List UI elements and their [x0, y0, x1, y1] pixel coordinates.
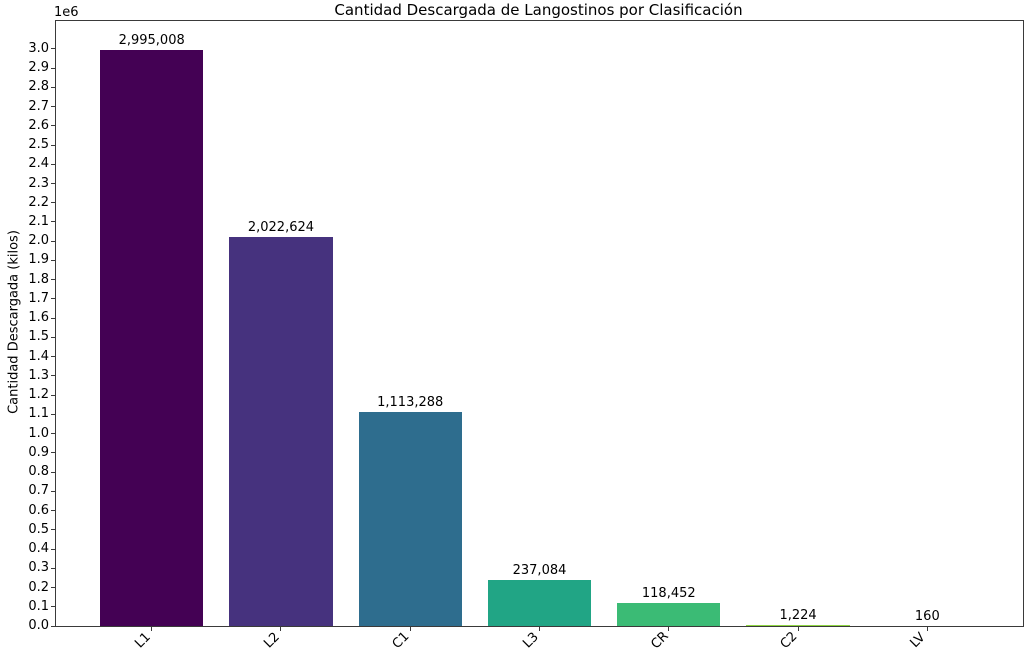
y-tick-mark	[51, 163, 55, 165]
y-tick-mark	[51, 356, 55, 358]
y-tick-mark	[51, 548, 55, 550]
bar-value-label: 118,452	[641, 586, 696, 602]
y-tick-label: 0.2	[28, 579, 49, 595]
y-tick-label: 0.0	[28, 618, 49, 633]
x-tick-label: L2	[261, 629, 283, 652]
y-tick-label: 2.4	[28, 156, 49, 172]
x-tick-mark	[280, 627, 282, 631]
y-tick-label: 2.7	[28, 98, 49, 114]
bar-L3	[487, 580, 592, 626]
y-tick-label: 1.9	[28, 252, 49, 268]
y-tick-mark	[51, 567, 55, 569]
y-tick-label: 0.4	[28, 541, 49, 557]
y-tick-label: 1.6	[28, 310, 49, 326]
y-tick-label: 2.2	[28, 194, 49, 210]
y-tick-label: 2.9	[28, 60, 49, 76]
y-tick-label: 3.0	[28, 40, 49, 56]
y-tick-mark	[51, 86, 55, 88]
y-tick-mark	[51, 48, 55, 50]
y-tick-label: 1.0	[28, 425, 49, 441]
y-tick-mark	[51, 298, 55, 300]
y-tick-label: 1.7	[28, 290, 49, 306]
y-tick-mark	[51, 183, 55, 185]
bar-CR	[617, 603, 721, 626]
y-tick-label: 2.6	[28, 117, 49, 133]
bar-C2	[746, 625, 850, 626]
x-tick-mark	[539, 627, 540, 631]
y-tick-label: 0.8	[28, 464, 49, 480]
y-tick-label: 1.3	[28, 367, 49, 383]
y-tick-mark	[51, 625, 55, 627]
y-tick-label: 2.3	[28, 175, 49, 191]
bar-L1	[99, 49, 204, 626]
y-tick-label: 0.9	[28, 444, 49, 460]
y-tick-label: 0.5	[28, 521, 49, 537]
y-axis-offset-label: 1e6	[54, 5, 79, 20]
bar-value-label: 160	[914, 609, 940, 624]
y-tick-mark	[51, 587, 55, 589]
y-tick-mark	[51, 471, 55, 473]
y-tick-mark	[51, 433, 55, 435]
bar-C1	[358, 411, 462, 626]
bar-value-label: 1,224	[779, 608, 817, 623]
y-tick-label: 0.7	[28, 483, 49, 499]
x-tick-mark	[409, 627, 411, 631]
x-tick-label: C1	[389, 629, 413, 652]
x-tick-mark	[151, 627, 153, 631]
plot-area: 0.0 0.1 0.2 0.3 0.4 0.5 0.6 0.7 0.8 0.9 1.0 1.1 1.2 1…	[28, 20, 1024, 652]
y-tick-label: 1.5	[28, 329, 49, 345]
y-tick-mark	[51, 606, 55, 608]
y-tick-label: 2.8	[28, 79, 49, 95]
y-tick-mark	[51, 375, 55, 377]
x-tick-label: C2	[777, 629, 801, 652]
y-tick-label: 0.3	[28, 560, 49, 576]
bar-L2	[229, 236, 333, 626]
y-tick-mark	[51, 240, 55, 242]
y-tick-mark	[51, 259, 55, 261]
y-tick-label: 2.1	[28, 213, 49, 229]
y-tick-mark	[51, 394, 55, 396]
y-tick-mark	[51, 106, 55, 108]
y-tick-mark	[51, 336, 55, 338]
bar-value-label: 2,022,624	[247, 219, 315, 235]
x-tick-label: L1	[131, 629, 154, 652]
y-tick-mark	[51, 317, 55, 319]
y-tick-mark	[51, 279, 55, 281]
y-tick-label: 1.2	[28, 387, 49, 403]
x-tick-label: LV	[907, 629, 929, 652]
bar-value-label: 237,084	[512, 563, 567, 579]
y-tick-mark	[51, 221, 55, 223]
y-tick-mark	[51, 510, 55, 512]
bar-value-label: 2,995,008	[118, 32, 185, 48]
y-tick-mark	[51, 452, 55, 454]
y-tick-label: 0.1	[28, 598, 49, 614]
y-tick-mark	[51, 67, 55, 69]
y-tick-label: 1.8	[28, 271, 49, 287]
y-tick-label: 2.5	[28, 137, 49, 153]
x-tick-mark	[668, 627, 670, 631]
y-tick-mark	[51, 202, 55, 204]
bar-value-label: 1,113,288	[377, 394, 444, 410]
x-tick-label: CR	[648, 628, 672, 652]
y-tick-label: 1.1	[28, 406, 49, 422]
y-tick-mark	[51, 125, 55, 127]
chart-title: Cantidad Descargada de Langostinos por C…	[334, 1, 743, 19]
y-tick-label: 1.4	[28, 348, 49, 364]
y-tick-mark	[51, 144, 55, 146]
x-tick-label: L3	[519, 629, 542, 652]
y-tick-mark	[51, 490, 55, 492]
y-tick-label: 2.0	[28, 233, 49, 249]
y-tick-mark	[51, 413, 55, 415]
y-tick-label: 0.6	[28, 502, 49, 518]
y-tick-mark	[51, 529, 55, 531]
x-tick-mark	[926, 627, 928, 631]
x-tick-mark	[797, 627, 799, 631]
